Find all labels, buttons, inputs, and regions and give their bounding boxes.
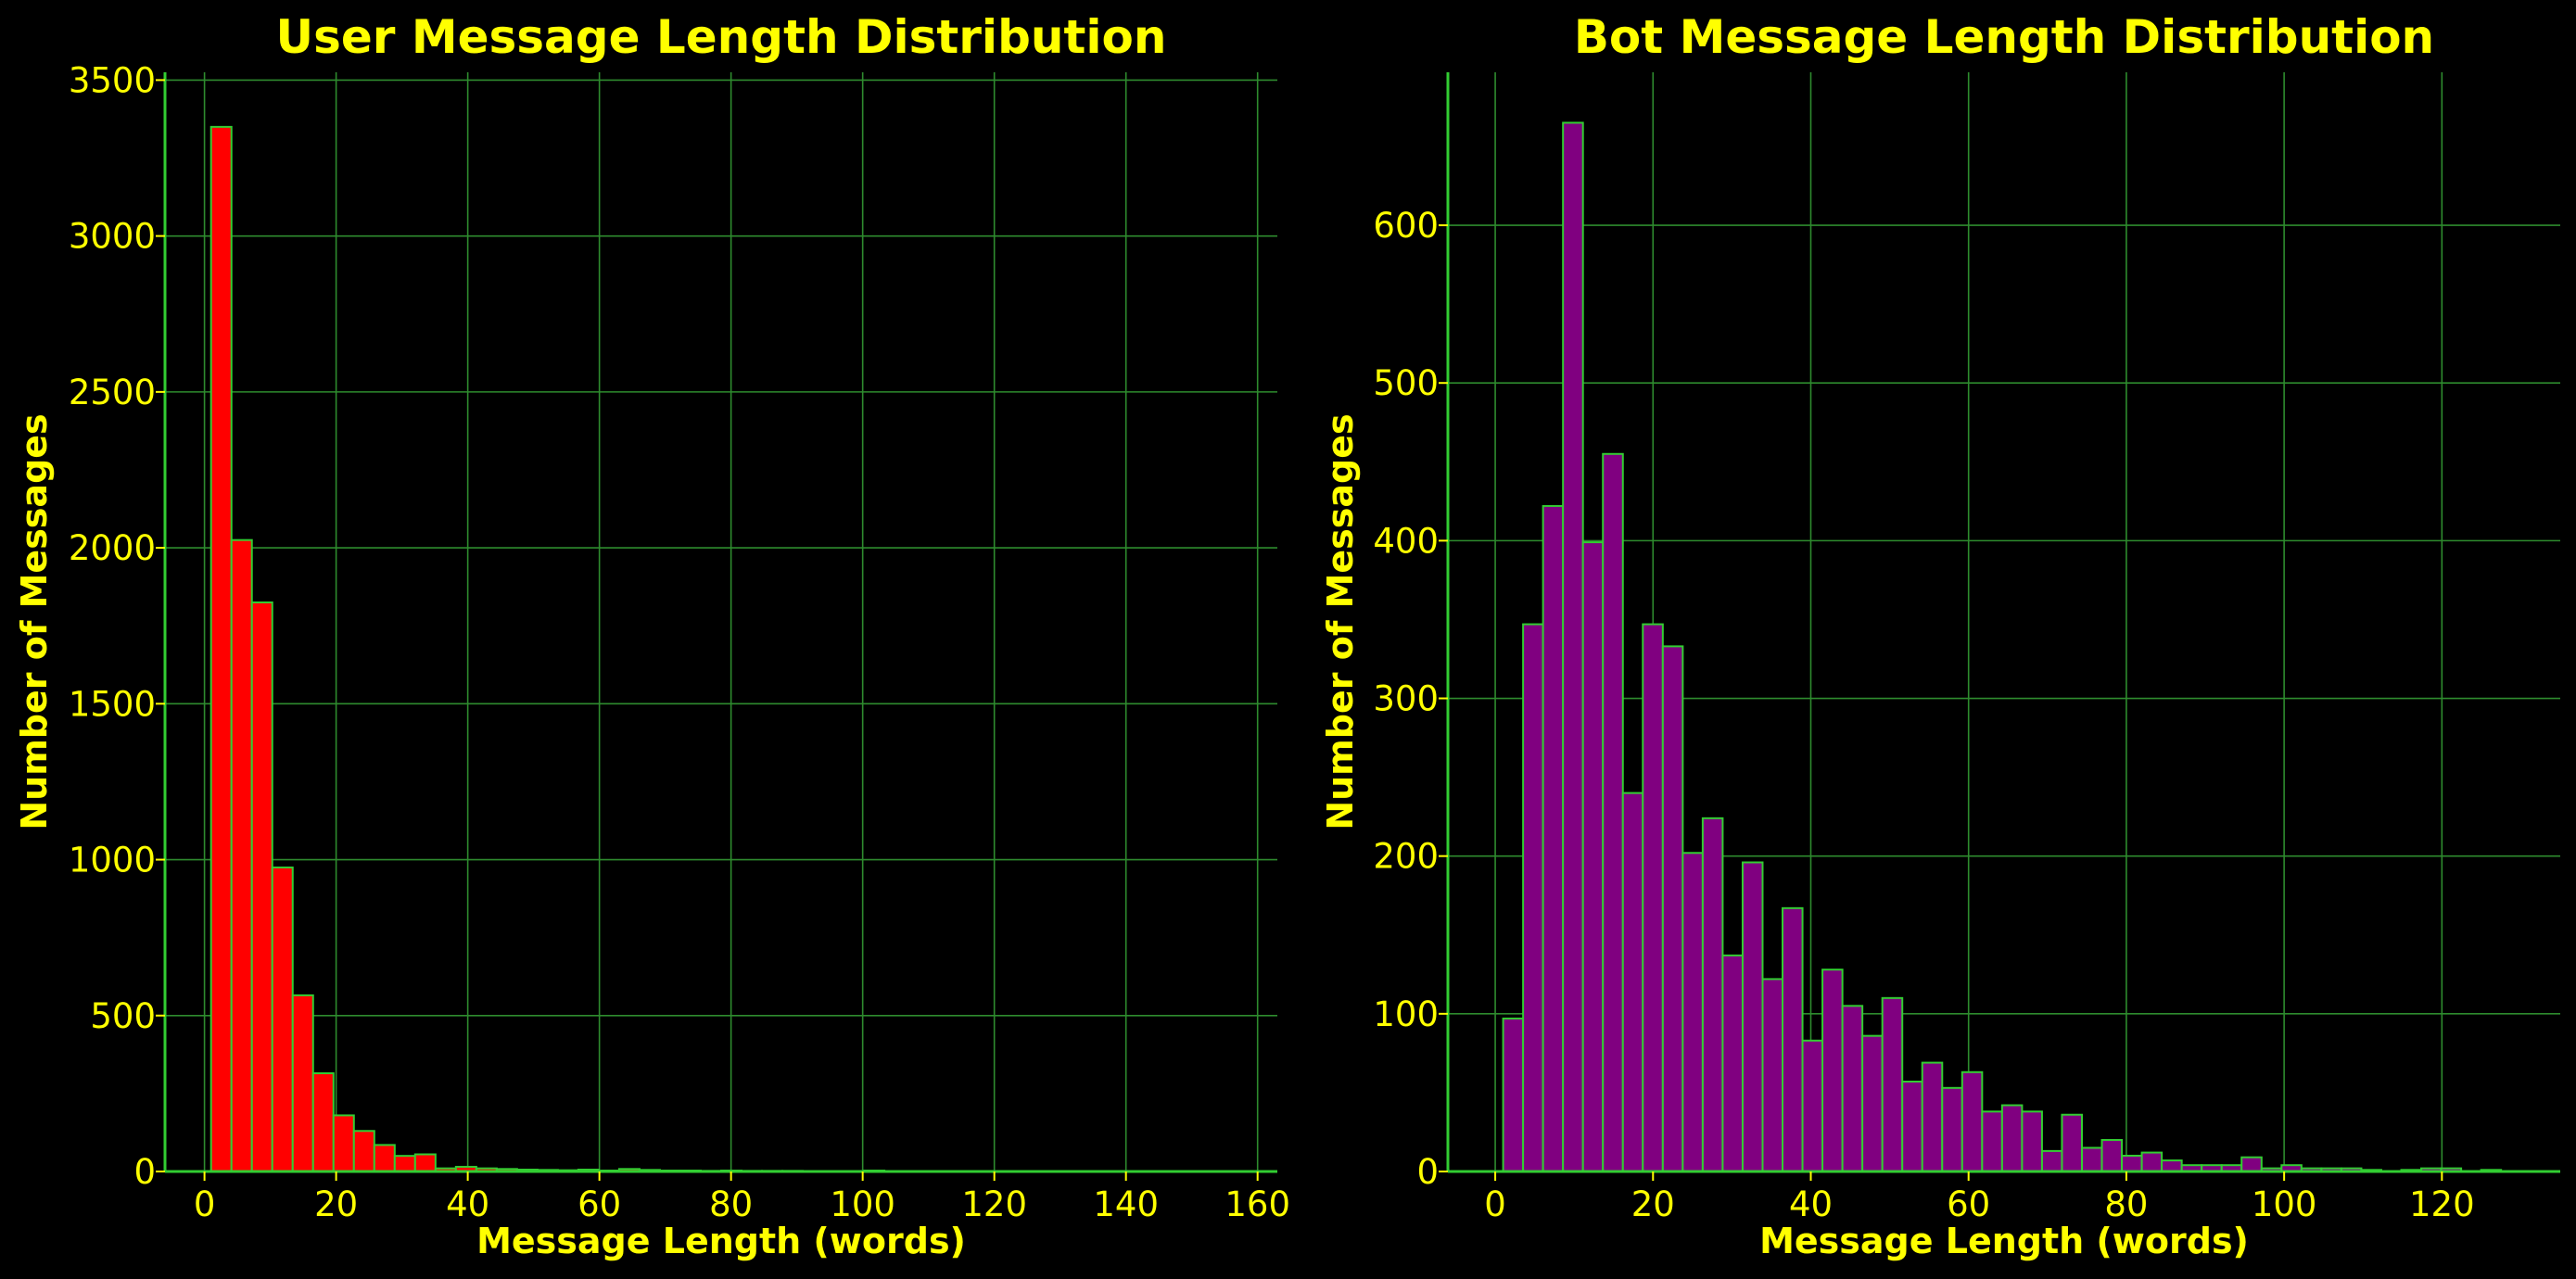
histogram-bar: [1681, 852, 1704, 1172]
x-tick-label: 0: [1484, 1184, 1506, 1224]
histogram-bar: [209, 125, 233, 1173]
histogram-bar: [2000, 1104, 2024, 1172]
histogram-bar: [2121, 1154, 2143, 1173]
histogram-bar: [1901, 1081, 1923, 1172]
histogram-bar: [1861, 1034, 1884, 1173]
chart-title: Bot Message Length Distribution: [1574, 10, 2434, 64]
histogram-bar: [1522, 623, 1544, 1172]
x-tick-label: 140: [1093, 1184, 1159, 1224]
y-tick-label: 3500: [69, 60, 156, 100]
y-tick-label: 400: [1373, 521, 1439, 561]
x-axis-label: Message Length (words): [476, 1221, 966, 1261]
x-tick-label: 80: [709, 1184, 753, 1224]
bars: [209, 125, 1233, 1173]
histogram-bar: [1741, 861, 1764, 1172]
y-tick-label: 1500: [69, 684, 156, 724]
x-tick-label: 0: [194, 1184, 216, 1224]
histogram-bar: [1581, 541, 1605, 1172]
histogram-bar: [271, 866, 294, 1172]
histogram-bar: [2240, 1156, 2263, 1172]
histogram-bar: [1642, 623, 1664, 1172]
y-tick-label: 0: [1416, 1152, 1439, 1192]
y-tick-label: 600: [1373, 206, 1439, 246]
histogram-bar: [2061, 1113, 2083, 1172]
axes: [163, 72, 1277, 1173]
histogram-bar: [1782, 906, 1804, 1172]
y-axis-label: Number of Messages: [1320, 413, 1361, 829]
ticks: 0 20 40 60 80 100 120 140 160 0 500 1000 1500 2000 250…: [69, 60, 1290, 1224]
grid: [165, 72, 1277, 1172]
x-tick-label: 20: [1631, 1184, 1675, 1224]
histogram-bar: [250, 601, 273, 1172]
y-tick-label: 1000: [69, 841, 156, 880]
histogram-bar: [1921, 1061, 1944, 1172]
y-tick-label: 2000: [69, 528, 156, 568]
x-tick-label: 60: [577, 1184, 621, 1224]
histogram-bar: [2081, 1146, 2103, 1172]
histogram-bar: [2140, 1151, 2164, 1172]
bot-length-histogram: 0 20 40 60 80 100 120 0 100 200 300 400 500 600 Bot M…: [1320, 10, 2560, 1261]
histogram-bar: [1661, 645, 1684, 1172]
histogram-bar: [1881, 996, 1904, 1173]
x-tick-label: 120: [2409, 1184, 2475, 1224]
histogram-bar: [2040, 1149, 2063, 1173]
histogram-bar: [373, 1144, 396, 1172]
x-tick-label: 40: [1789, 1184, 1833, 1224]
histogram-bar: [393, 1155, 416, 1172]
y-tick-label: 200: [1373, 837, 1439, 877]
user-length-histogram: 0 20 40 60 80 100 120 140 160 0 500 1000 1500 2000 250…: [14, 10, 1290, 1261]
y-axis-label: Number of Messages: [14, 413, 55, 829]
histogram-bar: [1941, 1086, 1963, 1173]
y-tick-label: 3000: [69, 217, 156, 257]
histogram-bar: [2100, 1138, 2124, 1172]
histogram-bar: [1542, 504, 1565, 1172]
histogram-bar: [1502, 1017, 1525, 1172]
histogram-bar: [332, 1114, 355, 1173]
x-tick-label: 40: [446, 1184, 489, 1224]
ticks: 0 20 40 60 80 100 120 0 100 200 300 400 500 600: [1373, 206, 2474, 1224]
chart-title: User Message Length Distribution: [276, 10, 1167, 64]
x-tick-label: 120: [961, 1184, 1027, 1224]
histogram-bar: [291, 994, 314, 1173]
x-tick-label: 60: [1947, 1184, 1990, 1224]
histogram-bar: [1801, 1039, 1824, 1173]
y-tick-label: 0: [133, 1152, 156, 1192]
y-tick-label: 2500: [69, 373, 156, 412]
histogram-bar: [1602, 452, 1624, 1172]
histogram-bar: [352, 1130, 375, 1172]
y-tick-label: 500: [1373, 363, 1439, 403]
histogram-bar: [1562, 121, 1584, 1172]
histogram-bar: [2161, 1159, 2183, 1173]
histogram-bar: [413, 1153, 437, 1172]
x-tick-label: 20: [314, 1184, 358, 1224]
histogram-bar: [1701, 817, 1724, 1172]
y-tick-label: 300: [1373, 679, 1439, 719]
histogram-bar: [1981, 1110, 2003, 1173]
histogram-bar: [230, 538, 253, 1172]
histogram-bar: [1821, 969, 1844, 1172]
histogram-bar: [311, 1072, 335, 1172]
histogram-bar: [1961, 1070, 1984, 1172]
x-tick-label: 100: [830, 1184, 895, 1224]
axes: [1446, 72, 2560, 1173]
x-tick-label: 160: [1225, 1184, 1290, 1224]
histogram-bar: [1721, 954, 1744, 1172]
x-tick-label: 100: [2252, 1184, 2317, 1224]
histogram-bar: [2021, 1110, 2043, 1173]
histogram-bar: [1621, 791, 1644, 1172]
y-tick-label: 100: [1373, 994, 1439, 1034]
histogram-bar: [1841, 1005, 1864, 1173]
x-axis-label: Message Length (words): [1759, 1221, 2249, 1261]
y-tick-label: 500: [90, 996, 156, 1036]
histogram-bar: [1761, 978, 1784, 1173]
x-tick-label: 80: [2104, 1184, 2148, 1224]
